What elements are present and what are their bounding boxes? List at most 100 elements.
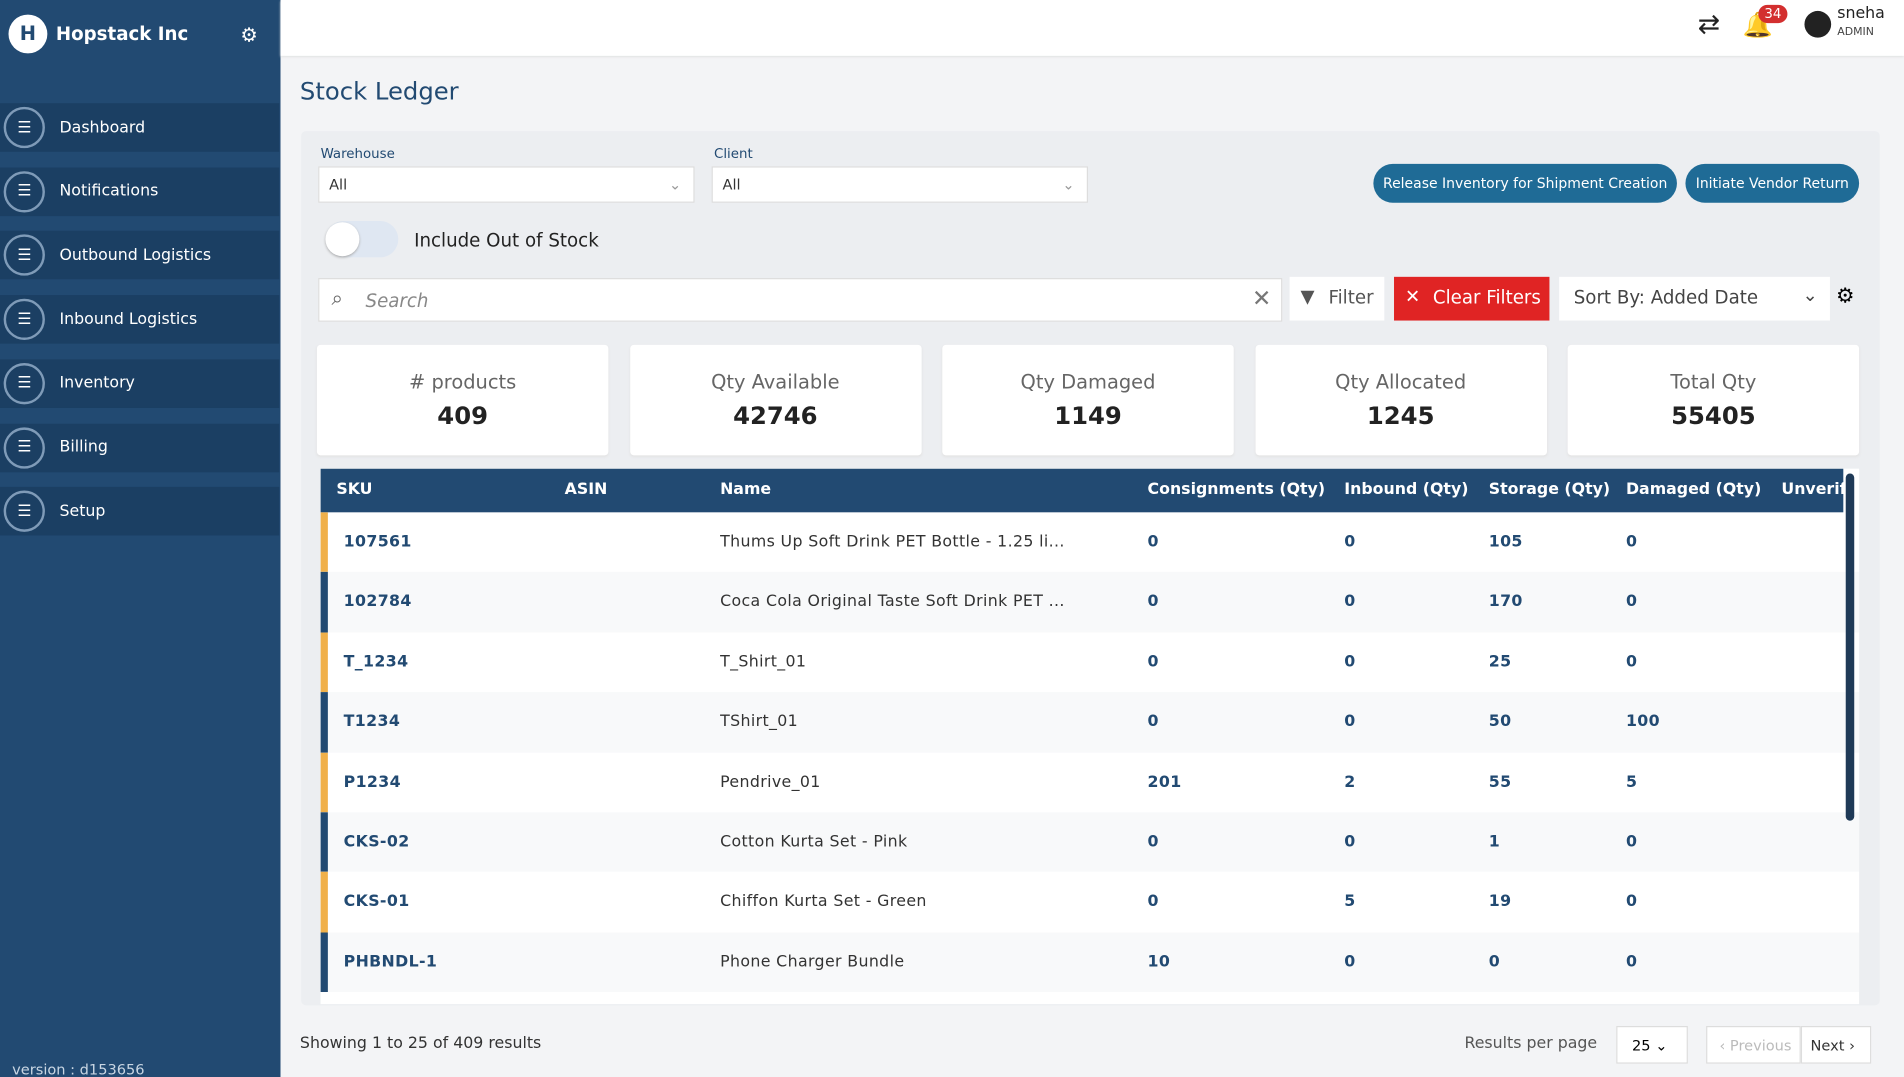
nav-item[interactable]: ☰ Outbound Logistics xyxy=(0,231,280,280)
previous-button[interactable]: ‹ Previous xyxy=(1706,1025,1801,1064)
placeholder: Search xyxy=(365,290,429,313)
column-header[interactable]: Consignments (Qty) xyxy=(1147,480,1326,500)
sku-link[interactable]: PHBNDL-1 xyxy=(343,952,438,972)
row-stripe xyxy=(320,692,328,753)
row-stripe xyxy=(320,812,328,873)
cell: 25 xyxy=(1488,652,1512,672)
cell: 5 xyxy=(1344,892,1356,912)
stat-value: 409 xyxy=(437,400,488,430)
version: version : d153656 xyxy=(12,1061,145,1077)
cell: 0 xyxy=(1344,952,1356,972)
column-header[interactable]: SKU xyxy=(336,480,373,500)
stat-label: Qty Available xyxy=(711,370,840,394)
warehouse-select[interactable]: All ⌄ xyxy=(318,166,695,203)
cell: 0 xyxy=(1147,533,1159,552)
cell: 0 xyxy=(1344,533,1356,552)
next-button[interactable]: Next › xyxy=(1800,1025,1872,1064)
table-row[interactable]: 102784 Coca Cola Original Taste Soft Drin… xyxy=(320,572,1860,633)
row-stripe xyxy=(320,632,328,693)
page-title: Stock Ledger xyxy=(299,76,459,106)
filter-button[interactable]: ▼ Filter xyxy=(1289,276,1385,321)
sku-link[interactable]: T1234 xyxy=(343,712,401,732)
toggle-label: Include Out of Stock xyxy=(414,229,599,252)
sku-link[interactable]: CKS-01 xyxy=(343,892,410,912)
per-page-label: Results per page xyxy=(1464,1034,1598,1053)
label: Previous xyxy=(1729,1036,1792,1054)
stat-card: # products 409 xyxy=(316,344,609,456)
column-header[interactable]: Name xyxy=(720,480,772,500)
column-header: ASIN xyxy=(564,480,608,500)
sku-link[interactable]: P1234 xyxy=(343,772,401,792)
client-select[interactable]: All ⌄ xyxy=(711,166,1089,203)
avatar[interactable] xyxy=(1804,10,1832,38)
nav-item[interactable]: ☰ Notifications xyxy=(0,167,280,216)
switch-icon[interactable]: ⇄ xyxy=(1697,9,1720,41)
stat-card: Qty Allocated 1245 xyxy=(1254,344,1547,456)
nav-item[interactable]: ☰ Inventory xyxy=(0,359,280,408)
nav-item[interactable]: ☰ Inbound Logistics xyxy=(0,295,280,344)
cell: 0 xyxy=(1147,593,1159,612)
cell: 0 xyxy=(1344,832,1356,852)
nav-item[interactable]: ☰ Setup xyxy=(0,487,280,536)
cell: Cotton Kurta Set - Pink xyxy=(720,832,908,852)
stat-value: 42746 xyxy=(733,400,818,430)
sku-link[interactable]: 102784 xyxy=(343,593,412,612)
search-box[interactable]: ⌕ Search ✕ xyxy=(318,278,1283,322)
value: All xyxy=(722,176,741,194)
stat-card: Total Qty 55405 xyxy=(1567,344,1860,456)
table-row[interactable]: T1234 TShirt_01 0 0 50 100 xyxy=(320,692,1860,753)
row-stripe xyxy=(320,872,328,933)
nav-item[interactable]: ☰ Dashboard xyxy=(0,103,280,152)
clear-button[interactable]: ✕ Clear Filters xyxy=(1394,276,1550,321)
table-row[interactable]: P1234 Pendrive_01 201 2 55 5 xyxy=(320,752,1860,813)
column-header[interactable]: Unverified xyxy=(1781,480,1859,500)
sort-select[interactable]: Sort By: Added Date ⌄ xyxy=(1559,276,1830,321)
nav-item[interactable]: ☰ Billing xyxy=(0,423,280,472)
per-page-select[interactable]: 25 ⌄ xyxy=(1616,1025,1688,1064)
cell: 0 xyxy=(1147,832,1159,852)
cell: 2 xyxy=(1344,772,1356,792)
stat-label: Qty Damaged xyxy=(1020,370,1156,394)
cell: 55 xyxy=(1488,772,1512,792)
table-settings[interactable]: ⚙ xyxy=(1836,284,1855,309)
sku-link[interactable]: CKS-02 xyxy=(343,832,410,852)
user: sneha xyxy=(1837,4,1885,24)
toggle[interactable] xyxy=(325,220,399,258)
cell: Phone Charger Bundle xyxy=(720,952,905,972)
value: All xyxy=(329,176,348,194)
sku-link[interactable]: T_1234 xyxy=(343,652,409,672)
cell: 0 xyxy=(1625,952,1638,972)
table-body: 107561 Thums Up Soft Drink PET Bottle - 1… xyxy=(320,512,1860,1004)
cell: 0 xyxy=(1344,593,1356,612)
scrollbar[interactable] xyxy=(1845,473,1855,821)
cell: 0 xyxy=(1344,712,1356,732)
vendor-return-button[interactable]: Initiate Vendor Return xyxy=(1685,163,1860,203)
cell: 5 xyxy=(1625,772,1638,792)
nav-icon: ☰ xyxy=(3,170,45,213)
nav-label: Dashboard xyxy=(59,118,146,137)
table-row[interactable]: PHBNDL-1 Phone Charger Bundle 10 0 0 0 xyxy=(320,932,1860,993)
table-row[interactable]: CKS-02 Cotton Kurta Set - Pink 0 0 1 0 xyxy=(320,812,1860,873)
column-header[interactable]: Storage (Qty) xyxy=(1488,480,1611,500)
settings-icon[interactable]: ⚙ xyxy=(240,23,258,47)
stat-label: Qty Allocated xyxy=(1335,370,1467,394)
release-button[interactable]: Release Inventory for Shipment Creation xyxy=(1373,163,1677,203)
stat-label: Total Qty xyxy=(1670,370,1757,394)
table-row[interactable]: 107561 Thums Up Soft Drink PET Bottle - 1… xyxy=(320,512,1860,573)
stat-label: # products xyxy=(408,370,517,394)
column-header[interactable]: Damaged (Qty) xyxy=(1625,480,1762,500)
column-header[interactable]: Inbound (Qty) xyxy=(1344,480,1469,500)
table-row[interactable]: T_1234 T_Shirt_01 0 0 25 0 xyxy=(320,632,1860,693)
label: Filter xyxy=(1328,286,1374,309)
table-row[interactable]: CKS-01 Chiffon Kurta Set - Green 0 5 19 0 xyxy=(320,872,1860,933)
cell: 0 xyxy=(1625,593,1638,612)
logo: H xyxy=(8,14,48,54)
sku-link[interactable]: 107561 xyxy=(343,533,412,552)
cell: 0 xyxy=(1625,832,1638,852)
cell: 0 xyxy=(1625,892,1638,912)
cell: 0 xyxy=(1625,533,1638,552)
nav-icon: ☰ xyxy=(3,298,45,341)
table-header: SKU ASIN Name Consignments (Qty) Inbound (Qt… xyxy=(320,468,1859,513)
cell: 50 xyxy=(1488,712,1512,732)
